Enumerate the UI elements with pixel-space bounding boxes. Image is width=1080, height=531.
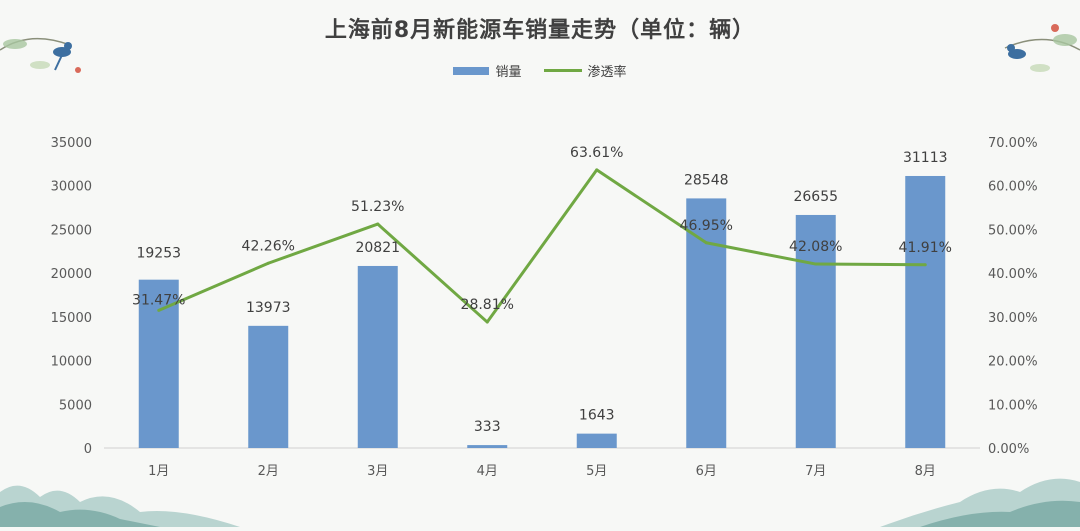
bar-sales [357, 265, 398, 448]
point-penetration [923, 263, 927, 267]
legend-item-sales: 销量 [453, 61, 522, 80]
bar-sales [905, 175, 946, 448]
y-right-tick-label: 30.00% [988, 311, 1038, 326]
line-penetration [158, 168, 926, 324]
bar-sales [686, 198, 727, 448]
y-left-tick-label: 20000 [51, 267, 92, 282]
x-tick-label: 4月 [477, 464, 498, 479]
y-left-tick-label: 5000 [59, 398, 92, 413]
data-label-penetration: 46.95% [680, 218, 733, 234]
y-right-tick-label: 70.00% [988, 136, 1038, 151]
data-label-penetration: 41.91% [899, 240, 952, 256]
data-label-sales: 19253 [136, 246, 181, 262]
x-tick-label: 7月 [805, 464, 826, 479]
y-left-tick-label: 10000 [51, 355, 92, 370]
point-penetration [376, 222, 380, 226]
x-tick-label: 1月 [148, 464, 169, 479]
point-penetration [485, 320, 489, 324]
bar-sales [576, 433, 617, 448]
y-right-tick-label: 40.00% [988, 267, 1038, 282]
chart-legend: 销量 渗透率 [0, 61, 1080, 80]
data-label-penetration: 63.61% [570, 145, 623, 161]
y-left-tick-label: 35000 [51, 136, 92, 151]
legend-item-penetration: 渗透率 [543, 61, 627, 80]
point-penetration [157, 308, 161, 312]
data-label-sales: 1643 [579, 408, 615, 424]
legend-swatch-sales [453, 66, 490, 75]
y-right-tick-label: 0.00% [988, 442, 1029, 457]
y-left-tick-label: 0 [84, 442, 92, 457]
y-right-tick-label: 60.00% [988, 180, 1038, 195]
bar-sales [248, 325, 289, 448]
bar-sales [138, 279, 179, 448]
point-penetration [814, 262, 818, 266]
data-label-penetration: 28.81% [461, 297, 514, 313]
chart-title: 上海前8月新能源车销量走势（单位：辆） [324, 18, 756, 43]
bar-sales [467, 445, 508, 448]
decor-mountains-bottom-left [0, 467, 240, 531]
data-label-sales: 28548 [684, 172, 729, 188]
legend-swatch-penetration [543, 69, 582, 72]
decor-mountains-bottom-right [880, 462, 1080, 531]
x-tick-label: 6月 [696, 464, 717, 479]
point-penetration [595, 168, 599, 172]
x-tick-label: 3月 [367, 464, 388, 479]
legend-label-sales: 销量 [495, 65, 522, 80]
point-penetration [266, 261, 270, 265]
data-label-sales: 333 [474, 419, 501, 435]
x-tick-label: 5月 [586, 464, 607, 479]
data-label-sales: 31113 [903, 150, 948, 166]
y-right-tick-label: 20.00% [988, 355, 1038, 370]
y-left-tick-label: 25000 [51, 223, 92, 238]
y-right-tick-label: 10.00% [988, 398, 1038, 413]
data-label-penetration: 31.47% [132, 292, 185, 308]
y-left-tick-label: 30000 [51, 180, 92, 195]
x-tick-label: 2月 [258, 464, 279, 479]
y-right-tick-label: 50.00% [988, 223, 1038, 238]
data-label-penetration: 51.23% [351, 199, 404, 215]
data-label-penetration: 42.08% [789, 239, 842, 255]
data-label-sales: 20821 [355, 240, 400, 256]
decor-bird-top-right [985, 10, 1080, 94]
x-tick-label: 8月 [915, 464, 936, 479]
y-left-tick-label: 15000 [51, 311, 92, 326]
point-penetration [704, 241, 708, 245]
legend-label-penetration: 渗透率 [587, 65, 627, 80]
data-label-sales: 26655 [793, 189, 838, 205]
decor-bird-top-left [0, 10, 95, 94]
bar-sales [795, 214, 836, 448]
data-label-sales: 13973 [246, 300, 291, 316]
data-label-penetration: 42.26% [242, 238, 295, 254]
